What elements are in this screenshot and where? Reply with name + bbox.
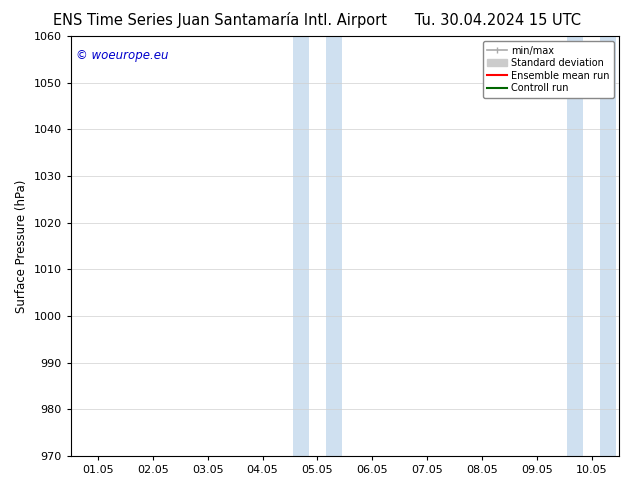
Bar xyxy=(600,36,616,456)
Bar xyxy=(326,36,342,456)
Bar xyxy=(293,36,309,456)
Text: © woeurope.eu: © woeurope.eu xyxy=(76,49,169,62)
Text: ENS Time Series Juan Santamaría Intl. Airport      Tu. 30.04.2024 15 UTC: ENS Time Series Juan Santamaría Intl. Ai… xyxy=(53,12,581,28)
Bar xyxy=(567,36,583,456)
Y-axis label: Surface Pressure (hPa): Surface Pressure (hPa) xyxy=(15,179,28,313)
Legend: min/max, Standard deviation, Ensemble mean run, Controll run: min/max, Standard deviation, Ensemble me… xyxy=(482,41,614,98)
